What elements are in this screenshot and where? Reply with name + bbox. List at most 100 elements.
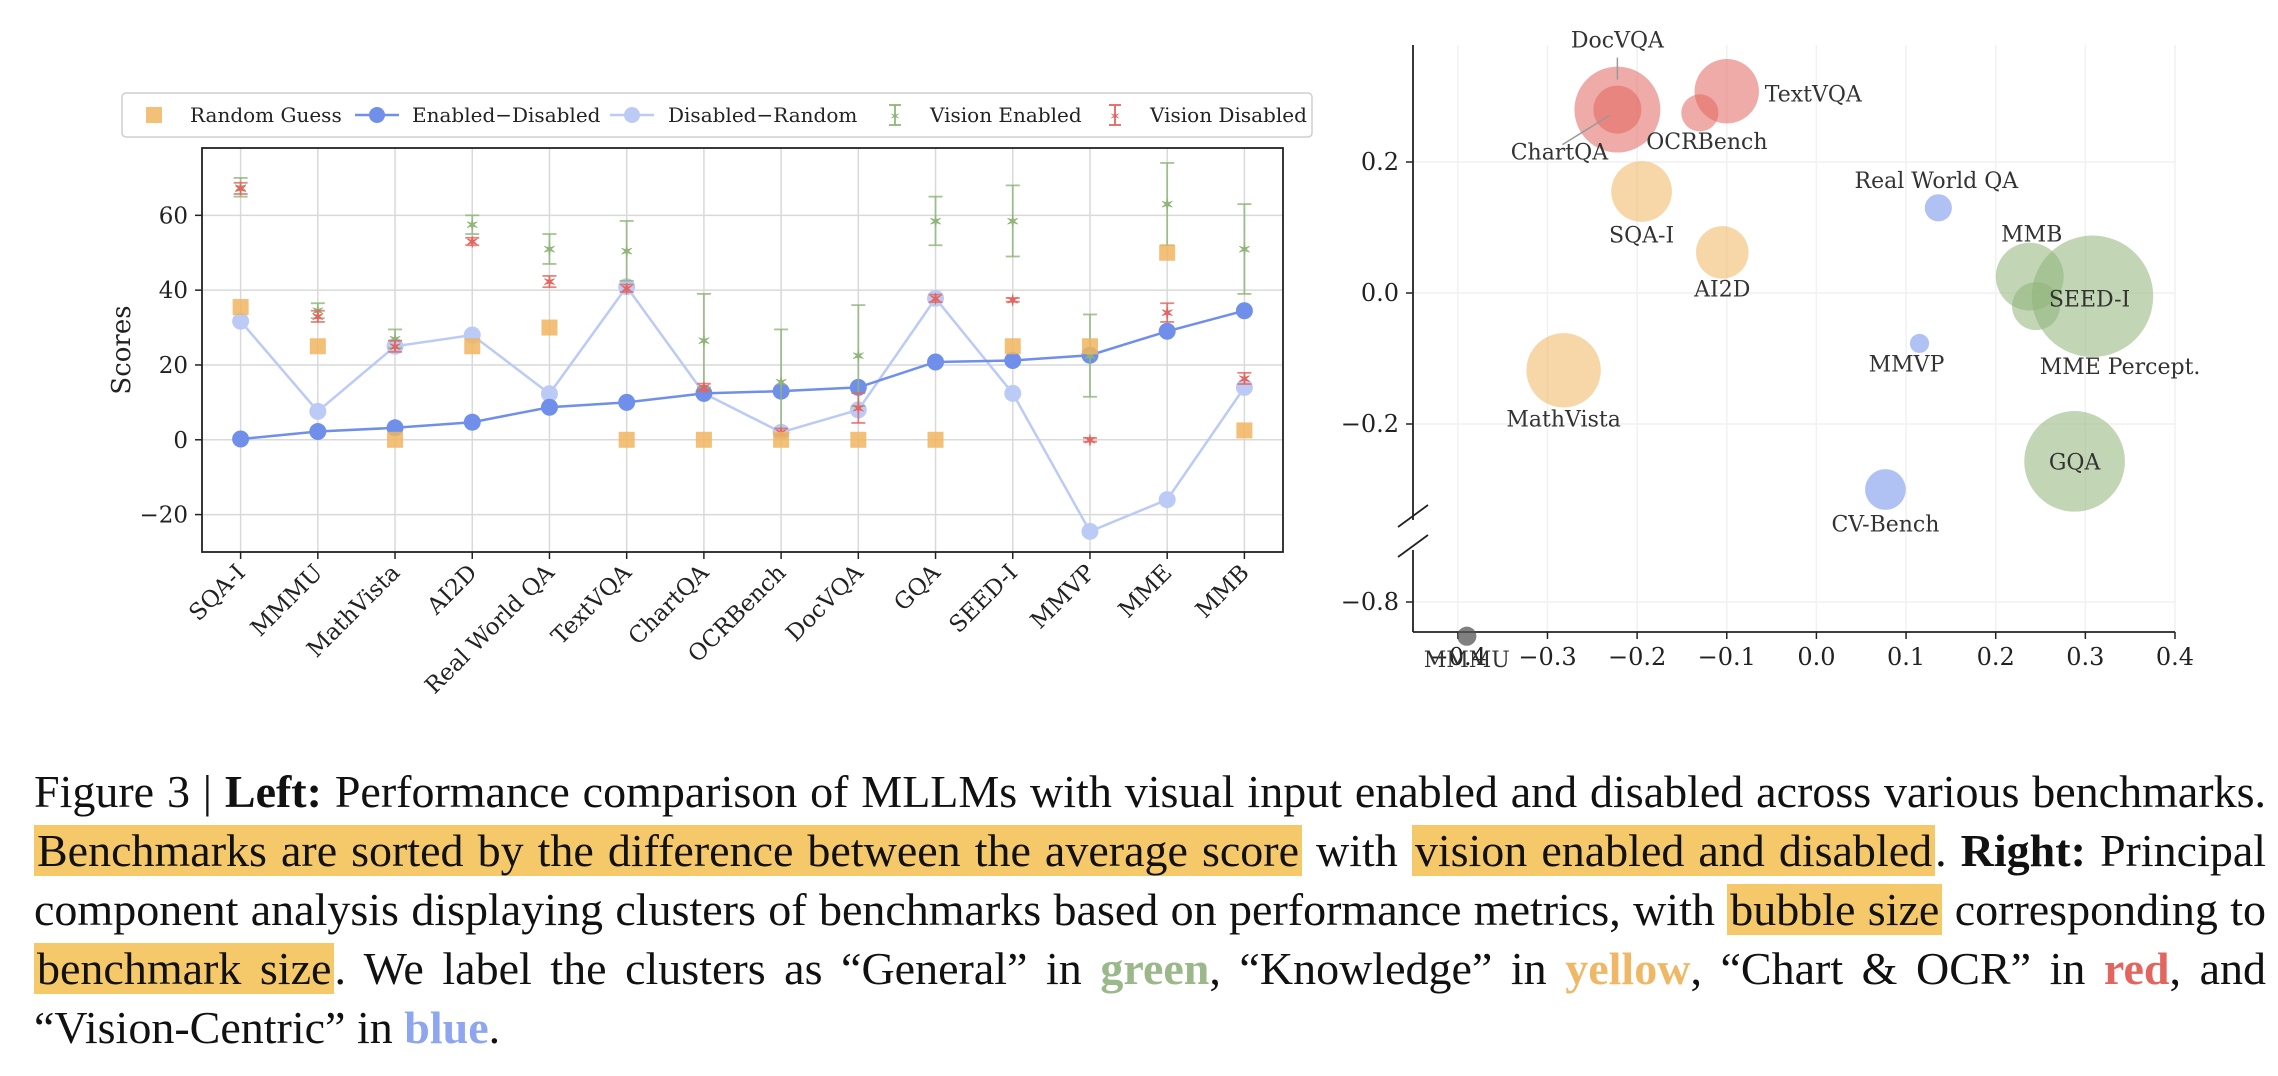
- bubble-mathvista: [1526, 333, 1601, 408]
- point-enabled-disabled: [1004, 351, 1022, 369]
- x-tick-label: −0.2: [1608, 643, 1666, 671]
- point-enabled-disabled: [927, 353, 945, 371]
- caption-text-with: with: [1316, 825, 1398, 876]
- vision-disabled-marker: ✶: [1083, 431, 1096, 450]
- x-tick-label: GQA: [889, 560, 946, 617]
- caption-highlight-bubble-size: bubble size: [1727, 884, 1943, 935]
- series-line-enabled-disabled: [240, 309, 1245, 441]
- vision-disabled-marker: ✶: [466, 233, 479, 252]
- caption-word-blue: blue: [404, 1002, 489, 1053]
- vision-enabled-marker: ✶: [1160, 195, 1173, 214]
- point-random-guess: [695, 431, 712, 448]
- x-tick-label: SQA-I: [184, 560, 251, 627]
- x-tick-label: MMVP: [1026, 560, 1100, 634]
- axis-break-mark: [1397, 504, 1429, 528]
- legend-random-guess-label: Random Guess: [190, 103, 342, 127]
- point-disabled-random: [1004, 384, 1022, 402]
- legend-vision-disabled-swatch-marker: ✶: [1109, 109, 1121, 125]
- caption-highlight-sorted: Benchmarks are sorted by the difference …: [34, 825, 1302, 876]
- vision-disabled-marker: ✶: [1160, 304, 1173, 323]
- bubble-label: MME Percept.: [2040, 355, 2201, 380]
- x-tick-label: SEED-I: [944, 560, 1023, 639]
- x-tick-label: 0.1: [1887, 643, 1925, 671]
- bubble-real-world-qa: [1924, 194, 1952, 222]
- series-line-disabled-random: [239, 284, 1246, 534]
- legend-disabled-random-label: Disabled−Random: [668, 103, 857, 127]
- legend: Random Guess Enabled−Disabled Disabled−Ran…: [121, 92, 1313, 138]
- x-tick-label: MME: [1114, 560, 1178, 624]
- bubble-gqa: [2024, 410, 2125, 512]
- point-random-guess: [1004, 338, 1021, 355]
- chartqa-pointer: [1562, 114, 1610, 146]
- legend-vision-enabled-label: Vision Enabled: [929, 103, 1082, 127]
- point-random-guess: [618, 431, 635, 448]
- x-tick-label: Real World QA: [420, 560, 560, 700]
- bubble-label: MathVista: [1506, 407, 1620, 432]
- legend-random-guess-swatch: [146, 107, 162, 123]
- point-random-guess: [309, 338, 326, 355]
- y-tick-label: −0.2: [1341, 410, 1399, 438]
- caption-left-text: Performance comparison of MLLMs with vis…: [334, 766, 2266, 817]
- vision-disabled-marker: ✶: [929, 289, 942, 308]
- point-random-guess: [773, 431, 790, 448]
- caption-highlight-vision: vision enabled and disabled: [1411, 825, 1936, 876]
- bubble-label: SEED-I: [2049, 287, 2130, 312]
- bubble-ai2d: [1695, 226, 1749, 279]
- vision-disabled-marker: ✶: [311, 307, 324, 326]
- point-enabled-disabled: [1158, 322, 1176, 340]
- figure-caption: Figure 3 | Left: Performance comparison …: [34, 762, 2266, 1057]
- vision-enabled-marker: ✶: [697, 332, 710, 351]
- bubble-label: CV-Bench: [1831, 513, 1939, 538]
- y-tick-label: 40: [159, 278, 188, 304]
- bubble-mmmu: [1457, 626, 1477, 646]
- point-disabled-random: [540, 385, 558, 403]
- caption-word-red: red: [2103, 943, 2170, 994]
- point-random-guess: [1159, 244, 1176, 261]
- point-enabled-disabled: [540, 398, 558, 416]
- legend-vision-enabled-swatch-marker: ✶: [889, 109, 901, 125]
- caption-text-corresponding: corresponding to: [1954, 884, 2267, 935]
- bubble-sqa-i: [1611, 161, 1672, 222]
- right-bubble-chart: 0.2 0.0 −0.2 −0.8 −0.4 −0.3 −0.2 −0.1 0.0 0.1 0.2 0…: [1341, 29, 2201, 674]
- y-tick-label: 60: [159, 203, 188, 229]
- point-disabled-random: [1158, 491, 1176, 509]
- legend-vision-disabled-label: Vision Disabled: [1149, 103, 1307, 127]
- caption-word-green: green: [1100, 943, 1210, 994]
- vision-disabled-marker: ✶: [234, 179, 247, 198]
- y-tick-label: 0: [173, 428, 188, 454]
- bubble-label: TextVQA: [1765, 82, 1863, 107]
- caption-period: .: [1935, 825, 1947, 876]
- legend-enabled-disabled-swatch-dot: [369, 107, 385, 123]
- point-random-guess: [464, 338, 481, 355]
- point-random-guess: [1081, 338, 1098, 355]
- vision-disabled-marker: ✶: [388, 337, 401, 356]
- caption-text-knowledge: , “Knowledge” in: [1209, 943, 1547, 994]
- caption-end: .: [488, 1002, 501, 1053]
- bubble-label: MMMU: [1424, 648, 1510, 673]
- point-enabled-disabled: [309, 423, 327, 441]
- bubble-label: Real World QA: [1855, 169, 2020, 194]
- caption-figure-label: Figure 3 |: [34, 766, 213, 817]
- point-enabled-disabled: [695, 384, 713, 402]
- y-axis-label: Scores: [107, 305, 137, 394]
- point-random-guess: [1236, 422, 1253, 439]
- caption-highlight-benchmark-size: benchmark size: [34, 943, 335, 994]
- point-enabled-disabled: [618, 393, 636, 411]
- point-disabled-random: [1081, 522, 1099, 540]
- x-tick-label: 0.0: [1797, 643, 1835, 671]
- caption-right-text: Principal component analysis displaying …: [34, 825, 2267, 935]
- x-tick-label: −0.4: [1429, 643, 1487, 671]
- vision-disabled-marker: ✶: [543, 273, 556, 292]
- axis-break-mark: [1397, 534, 1429, 558]
- vision-disabled-marker: ✶: [1006, 291, 1019, 310]
- caption-text-clusters: . We label the clusters as “General” in: [334, 943, 1082, 994]
- legend-box: [121, 92, 1313, 138]
- vision-enabled-marker: ✶: [852, 347, 865, 366]
- x-tick-label: 0.4: [2156, 643, 2194, 671]
- vision-disabled-marker: ✶: [620, 279, 633, 298]
- bubble-mmvp: [1909, 333, 1930, 354]
- vision-enabled-marker: ✶: [466, 216, 479, 235]
- vision-enabled-marker: ✶: [388, 330, 401, 349]
